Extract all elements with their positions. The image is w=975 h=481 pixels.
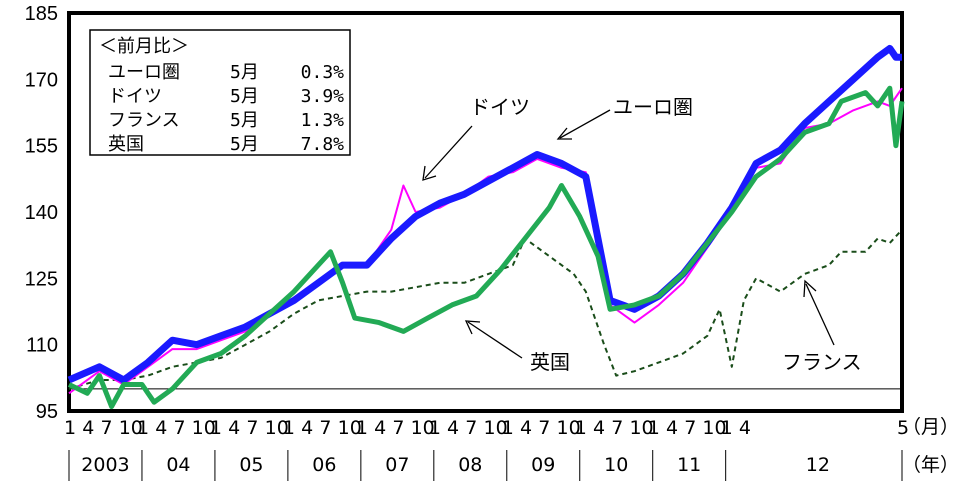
x-tick-label-month: 4 xyxy=(374,417,386,439)
legend-row-euro-month: 5月 xyxy=(230,62,259,83)
legend-row-euro-name: ユーロ圏 xyxy=(108,62,180,83)
x-tick-label-year: 05 xyxy=(239,454,263,476)
x-tick-label-month: 7 xyxy=(538,417,550,439)
x-tick-label-month: 7 xyxy=(392,417,404,439)
x-tick-label-month: 4 xyxy=(739,417,751,439)
x-tick-label-month: 7 xyxy=(173,417,185,439)
x-tick-label-month: 4 xyxy=(593,417,605,439)
annotation-euro-arrowhead xyxy=(556,127,572,140)
x-tick-label-month: 10 xyxy=(557,417,581,439)
x-tick-label-year: 12 xyxy=(806,454,830,476)
annotation-uk-arrow xyxy=(467,321,523,359)
x-tick-label-month: 10 xyxy=(411,417,435,439)
y-axis-labels: 95 110 125 140 155 170 185 xyxy=(25,3,58,423)
legend-row-euro: ユーロ圏 5月 0.3% xyxy=(108,62,344,83)
legend-row-germany-name: ドイツ xyxy=(108,86,162,107)
x-tick-label-month: 4 xyxy=(447,417,459,439)
x-tick-label-year: 06 xyxy=(312,454,336,476)
x-tick-label-month: 7 xyxy=(246,417,258,439)
annotation-germany-arrowhead xyxy=(422,165,437,181)
legend-row-germany-value: 3.9% xyxy=(301,86,345,107)
legend-row-france-name: フランス xyxy=(108,110,180,131)
x-tick-label-month: 10 xyxy=(119,417,143,439)
annotation-germany: ドイツ xyxy=(422,95,530,181)
x-tick-label-month: 4 xyxy=(666,417,678,439)
x-tick-label-month: 4 xyxy=(228,417,240,439)
x-tick-label-month: 7 xyxy=(465,417,477,439)
x-tick-label-month: 1 xyxy=(502,417,514,439)
x-tick-label-month: 4 xyxy=(155,417,167,439)
legend-header: ＜前月比＞ xyxy=(99,36,189,57)
x-tick-label-year: 04 xyxy=(166,454,190,476)
x-tick-label-month: 1 xyxy=(137,417,149,439)
x-axis-unit-year: （年） xyxy=(902,454,959,476)
y-tick-label: 170 xyxy=(25,69,58,91)
annotation-euro-arrow xyxy=(559,109,611,139)
annotation-france-arrow xyxy=(805,283,835,346)
x-tick-label-month: 10 xyxy=(265,417,289,439)
x-tick-label-month: 1 xyxy=(64,417,76,439)
y-tick-label: 110 xyxy=(26,335,58,357)
x-tick-label-month: 1 xyxy=(210,417,222,439)
legend-row-germany-month: 5月 xyxy=(230,86,259,107)
annotation-euro: ユーロ圏 xyxy=(556,95,693,140)
x-tick-label-month: 7 xyxy=(100,417,112,439)
x-tick-label-month: 10 xyxy=(702,417,726,439)
x-tick-label-month: 7 xyxy=(684,417,696,439)
annotation-germany-arrow xyxy=(424,125,473,179)
legend-row-france-month: 5月 xyxy=(230,110,259,131)
y-tick-label: 95 xyxy=(36,401,58,423)
annotation-euro-label: ユーロ圏 xyxy=(613,95,693,119)
series-line-france xyxy=(68,229,903,390)
x-tick-label-month: 1 xyxy=(575,417,587,439)
legend-row-france: フランス 5月 1.3% xyxy=(108,110,344,131)
x-tick-label-month: 7 xyxy=(319,417,331,439)
x-tick-label-year: 09 xyxy=(531,454,555,476)
x-tick-label-year: 07 xyxy=(385,454,409,476)
y-tick-label: 185 xyxy=(25,3,58,25)
x-tick-label-month: 10 xyxy=(338,417,362,439)
x-tick-label-month: 1 xyxy=(429,417,441,439)
legend-row-uk-month: 5月 xyxy=(230,134,259,155)
x-tick-label-year: 11 xyxy=(677,454,701,476)
series-layer xyxy=(67,44,905,410)
annotation-uk-arrowhead xyxy=(464,320,481,335)
annotation-germany-label: ドイツ xyxy=(470,95,530,119)
legend-row-uk: 英国 5月 7.8% xyxy=(108,134,344,155)
x-tick-label-year: 08 xyxy=(458,454,482,476)
annotation-france-label: フランス xyxy=(782,350,862,374)
legend-row-euro-value: 0.3% xyxy=(301,62,345,83)
legend-row-france-value: 1.3% xyxy=(301,110,345,131)
x-tick-label-year: 2003 xyxy=(81,454,129,476)
legend-row-uk-value: 7.8% xyxy=(301,134,345,155)
series-line-euro xyxy=(67,44,902,384)
x-tick-label-month: 4 xyxy=(520,417,532,439)
y-tick-label: 140 xyxy=(25,202,58,224)
legend-box: ＜前月比＞ ユーロ圏 5月 0.3% ドイツ 5月 3.9% フランス 5月 1… xyxy=(89,29,351,156)
x-tick-label-month: 5 xyxy=(897,417,909,439)
annotation-france-arrowhead xyxy=(803,279,817,298)
x-tick-label-month: 10 xyxy=(192,417,216,439)
annotation-uk-label: 英国 xyxy=(530,350,570,374)
annotation-france: フランス xyxy=(782,279,862,374)
legend-row-uk-name: 英国 xyxy=(108,134,144,155)
x-tick-label-month: 10 xyxy=(629,417,653,439)
y-tick-label: 155 xyxy=(25,136,58,158)
annotation-uk: 英国 xyxy=(464,320,570,374)
x-tick-label-month: 1 xyxy=(356,417,368,439)
series-line-uk xyxy=(67,85,905,410)
x-tick-label-month: 1 xyxy=(283,417,295,439)
x-tick-label-month: 1 xyxy=(721,417,733,439)
legend-row-germany: ドイツ 5月 3.9% xyxy=(108,86,344,107)
x-tick-label-month: 10 xyxy=(484,417,508,439)
x-tick-label-month: 7 xyxy=(611,417,623,439)
x-tick-label-month: 4 xyxy=(301,417,313,439)
x-axis-unit-month: （月） xyxy=(902,416,959,438)
x-tick-label-year: 10 xyxy=(604,454,628,476)
y-tick-label: 125 xyxy=(25,268,58,290)
x-tick-label-month: 4 xyxy=(82,417,94,439)
x-tick-label-month: 1 xyxy=(648,417,660,439)
